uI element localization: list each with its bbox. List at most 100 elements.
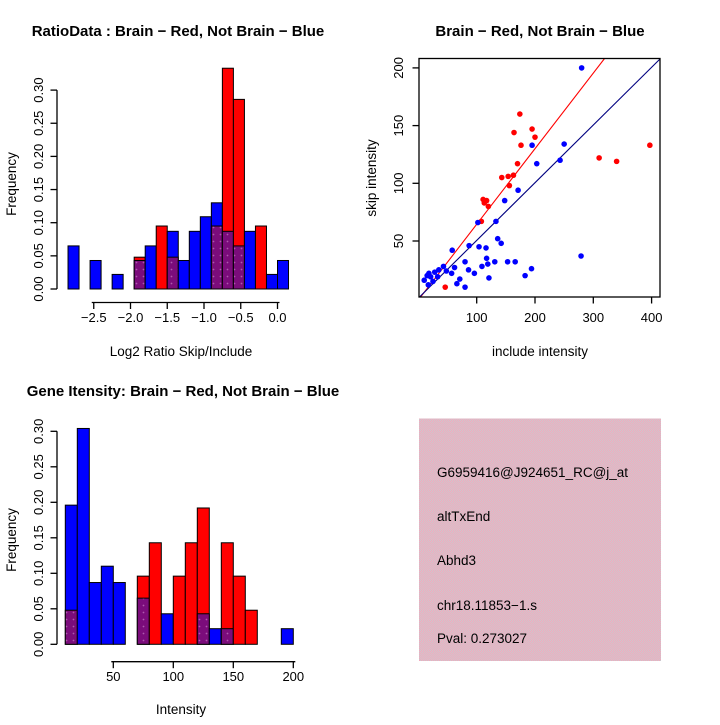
scatter-point-red: [505, 173, 511, 180]
hist-bar-blue: [177, 259, 190, 290]
scatter-point-blue: [528, 265, 535, 272]
scatter-point-red: [498, 174, 505, 181]
ratio-histogram-xlabel: Log2 Ratio Skip/Include: [110, 344, 253, 359]
hist-bar-blue: [144, 245, 157, 290]
y-tick-label: 0.20: [31, 490, 46, 515]
hist-bar-blue: [265, 273, 279, 290]
y-tick-label: 0.15: [31, 525, 46, 550]
y-tick-label: 0.30: [31, 77, 46, 102]
scatter-point-red: [483, 197, 490, 204]
scatter-ylabel: skip intensity: [364, 139, 379, 217]
scatter-point-red: [647, 142, 653, 149]
hist-bar-red: [254, 225, 267, 290]
scatter-point-blue: [483, 245, 489, 251]
scatter-point-blue: [466, 242, 472, 249]
ratio-histogram-panel: −2.5 −2.0 −1.5 −1.0 −0.5 0.0 0.00 0.05 0.10 0.15 0…: [4, 23, 324, 359]
scatter-point-blue: [479, 263, 485, 270]
scatter-point-blue: [434, 273, 441, 280]
hist-bar-blue: [100, 565, 114, 645]
scatter-point-blue: [504, 258, 511, 265]
y-tick-label: 50: [391, 234, 406, 248]
scatter-point-blue: [476, 243, 482, 250]
x-tick-label: −0.5: [228, 310, 254, 325]
x-tick-label: −1.5: [154, 310, 180, 325]
hist-bar-blue: [76, 427, 90, 645]
scatter-point-blue: [430, 278, 436, 285]
splice-type-text: altTxEnd: [437, 509, 490, 524]
hist-bar-overlap: [64, 609, 78, 645]
hist-bar-blue: [67, 245, 80, 290]
y-tick-label: 0.10: [31, 561, 46, 586]
hist-bar-blue: [88, 582, 102, 645]
scatter-point-blue: [491, 258, 498, 265]
hist-bar-overlap: [166, 256, 179, 290]
hist-bar-blue: [188, 230, 201, 290]
y-tick-label: 0.10: [31, 210, 46, 235]
x-tick-label: 100: [466, 310, 488, 325]
scatter-point-blue: [498, 240, 504, 247]
scatter-point-red: [532, 134, 538, 140]
scatter-point-blue: [533, 160, 540, 167]
y-tick-label: 0.15: [31, 177, 46, 202]
x-tick-label: −2.0: [118, 310, 144, 325]
scatter-point-red: [511, 129, 517, 136]
hist-bar-blue: [199, 216, 212, 290]
ratio-histogram-axes: −2.5 −2.0 −1.5 −1.0 −0.5 0.0 0.00 0.05 0.10 0.15 0…: [31, 77, 287, 325]
locus-text: chr18.11853−1.s: [437, 598, 537, 613]
ratio-histogram-bars: [67, 67, 290, 290]
scatter-point-blue: [578, 253, 584, 259]
ratio-histogram-ylabel: Frequency: [4, 152, 19, 216]
scatter-point-blue: [427, 273, 434, 280]
y-tick-label: 0.00: [31, 632, 46, 657]
ratio-histogram-title: RatioData : Brain − Red, Not Brain − Blu…: [32, 23, 325, 40]
scatter-point-red: [529, 126, 535, 132]
y-tick-label: 0.30: [31, 419, 46, 444]
scatter-point-blue: [522, 272, 528, 279]
scatter-point-blue: [494, 235, 501, 242]
hist-bar-blue: [160, 613, 174, 645]
scatter-axes: 100 200 300 400 50 100 150 200: [391, 57, 662, 325]
hist-bar-blue: [89, 259, 102, 290]
gene-symbol-text: Abhd3: [437, 553, 476, 568]
pval-text: Pval: 0.273027: [437, 631, 527, 646]
scatter-point-blue: [578, 65, 585, 71]
scatter-point-red: [596, 155, 602, 161]
scatter-point-red: [506, 182, 513, 189]
gene-histogram-bars: [64, 427, 294, 645]
y-tick-label: 0.05: [31, 243, 46, 268]
y-tick-label: 150: [391, 115, 406, 137]
hist-bar-red: [172, 575, 186, 645]
scatter-point-blue: [462, 284, 468, 290]
hist-bar-red: [244, 609, 258, 645]
scatter-panel: 100 200 300 400 50 100 150 200 Brain − Red, Not…: [364, 23, 662, 359]
gene-info-panel: G6959416@J924651_RC@j_at altTxEnd Abhd3 …: [419, 418, 661, 661]
gene-histogram-ylabel: Frequency: [4, 508, 19, 572]
scatter-point-blue: [501, 197, 508, 204]
scatter-point-blue: [436, 267, 442, 273]
scatter-point-blue: [529, 142, 535, 149]
hist-bar-red: [155, 225, 168, 290]
hist-bar-overlap: [232, 245, 245, 290]
y-tick-label: 0.20: [31, 144, 46, 169]
x-tick-label: −1.0: [191, 310, 217, 325]
scatter-plot-box: [418, 57, 661, 298]
hist-bar-overlap: [220, 628, 234, 645]
gene-histogram-title: Gene Itensity: Brain − Red, Not Brain − …: [27, 383, 340, 400]
scatter-point-blue: [465, 267, 472, 273]
scatter-point-blue: [443, 268, 450, 274]
scatter-point-blue: [475, 219, 481, 226]
hist-bar-overlap: [210, 225, 223, 290]
hist-bar-blue: [208, 628, 222, 645]
hist-bar-blue: [280, 628, 294, 645]
fit-line: [419, 58, 606, 297]
gene-histogram-axes: 50 100 150 200 0.00 0.05 0.10 0.15 0.20 0.25 0.30: [31, 419, 304, 685]
hist-bar-red: [148, 542, 162, 645]
hist-bar-blue: [112, 582, 126, 645]
scatter-points-and-lines: [419, 58, 660, 297]
hist-bar-red: [232, 575, 246, 645]
scatter-point-blue: [448, 270, 455, 277]
scatter-point-blue: [462, 258, 468, 265]
x-tick-label: 400: [641, 310, 663, 325]
y-tick-label: 0.00: [31, 276, 46, 301]
